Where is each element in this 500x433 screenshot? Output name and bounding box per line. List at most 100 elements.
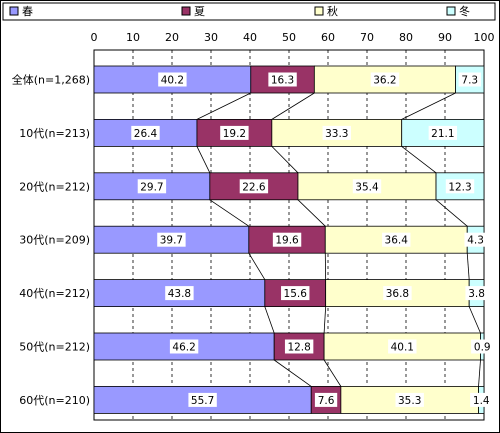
series-line-0-0 — [196, 92, 251, 120]
data-label-bg-2-3 — [445, 179, 475, 194]
bar-1-0 — [93, 119, 198, 147]
data-label-bg-3-0 — [157, 232, 186, 247]
data-label-3-2: 36.4 — [385, 235, 409, 247]
series-line-1-0 — [196, 146, 211, 173]
x-tick-label-4: 40 — [243, 31, 257, 44]
series-line-2-2 — [435, 199, 468, 227]
data-label-0-1: 16.3 — [271, 75, 294, 87]
data-label-bg-5-0 — [169, 339, 199, 354]
data-label-5-0: 46.2 — [172, 342, 195, 354]
legend-swatch-2 — [314, 6, 324, 16]
category-label-3: 30代(n=209) — [19, 234, 90, 247]
data-label-bg-6-0 — [188, 392, 217, 407]
series-line-2-0 — [209, 199, 250, 227]
legend-label-1: 夏 — [194, 5, 205, 18]
data-label-2-2: 35.4 — [355, 181, 379, 193]
data-label-bg-4-1 — [281, 286, 310, 301]
x-tick-label-3: 30 — [204, 31, 218, 44]
x-tick-label-9: 90 — [438, 31, 452, 44]
data-label-2-0: 29.7 — [140, 181, 163, 193]
data-label-bg-3-2 — [382, 232, 411, 247]
series-line-3-0 — [248, 252, 266, 280]
series-line-4-1 — [323, 306, 327, 334]
series-line-0-2 — [401, 92, 456, 120]
data-label-5-2: 40.1 — [391, 342, 414, 354]
data-label-6-1: 7.6 — [318, 395, 335, 407]
series-line-5-0 — [273, 359, 312, 387]
data-label-6-2: 35.3 — [398, 395, 421, 407]
data-label-bg-5-3 — [471, 339, 494, 354]
data-label-bg-6-1 — [314, 392, 338, 407]
data-label-1-0: 26.4 — [134, 128, 158, 140]
series-line-5-1 — [323, 359, 342, 387]
data-label-bg-1-3 — [428, 125, 458, 140]
data-label-6-0: 55.7 — [191, 395, 214, 407]
x-tick-label-0: 0 — [91, 31, 98, 44]
data-label-1-3: 21.1 — [431, 128, 454, 140]
legend-swatch-3 — [446, 6, 456, 16]
data-label-bg-0-2 — [370, 72, 400, 87]
series-line-2-1 — [297, 199, 326, 227]
data-label-bg-5-2 — [388, 339, 417, 354]
data-label-1-1: 19.2 — [223, 128, 246, 140]
data-label-0-2: 36.2 — [373, 75, 396, 87]
category-label-5: 50代(n=212) — [19, 341, 90, 354]
x-tick-label-8: 80 — [399, 31, 413, 44]
series-line-3-2 — [466, 253, 470, 280]
series-line-4-0 — [264, 306, 275, 334]
legend-box — [2, 2, 496, 21]
category-label-1: 10代(n=213) — [19, 127, 90, 140]
data-label-6-3: 1.4 — [473, 395, 490, 407]
x-tick-label-6: 60 — [321, 31, 335, 44]
legend-label-0: 春 — [22, 5, 33, 18]
series-line-4-2 — [468, 306, 481, 334]
x-tick-label-2: 20 — [165, 31, 179, 44]
bar-5-1 — [273, 332, 325, 361]
data-label-0-0: 40.2 — [161, 75, 184, 87]
data-label-1-2: 33.3 — [325, 128, 348, 140]
legend-swatch-1 — [181, 6, 191, 16]
data-label-bg-2-1 — [239, 179, 269, 194]
data-label-4-1: 15.6 — [284, 288, 308, 300]
series-line-1-2 — [401, 146, 437, 174]
legend-swatch-0 — [9, 6, 19, 16]
data-label-2-3: 12.3 — [448, 181, 471, 193]
data-label-bg-4-2 — [383, 286, 412, 301]
data-label-4-3: 3.8 — [468, 288, 485, 300]
data-label-5-1: 12.8 — [287, 342, 310, 354]
data-label-bg-1-0 — [131, 125, 160, 140]
data-label-bg-1-1 — [220, 125, 249, 140]
data-label-4-2: 36.8 — [386, 288, 409, 300]
data-label-bg-6-2 — [395, 392, 424, 407]
category-label-0: 全体(n=1,268) — [12, 73, 90, 87]
data-label-bg-3-1 — [272, 232, 302, 247]
x-tick-label-5: 50 — [282, 31, 296, 44]
series-line-1-1 — [271, 146, 299, 174]
data-label-4-0: 43.8 — [168, 288, 191, 300]
data-label-bg-0-0 — [158, 72, 187, 87]
data-label-bg-2-2 — [352, 179, 382, 194]
x-tick-label-10: 100 — [474, 31, 495, 44]
data-label-bg-0-1 — [268, 72, 297, 87]
category-label-4: 40代(n=212) — [19, 287, 90, 300]
legend-label-2: 秋 — [327, 4, 338, 18]
x-tick-label-7: 70 — [360, 31, 374, 44]
data-label-bg-6-3 — [470, 392, 493, 407]
data-label-bg-3-3 — [464, 232, 487, 247]
x-tick-label-1: 10 — [126, 31, 140, 44]
legend-label-3: 冬 — [459, 4, 470, 18]
category-label-2: 20代(n=212) — [19, 180, 90, 193]
data-label-0-3: 7.3 — [461, 75, 478, 87]
data-label-2-1: 22.6 — [242, 181, 266, 193]
bar-0-2 — [313, 65, 456, 94]
data-label-3-3: 4.3 — [467, 235, 484, 247]
data-label-bg-2-0 — [137, 179, 167, 194]
data-label-bg-4-0 — [165, 286, 194, 301]
data-label-3-0: 39.7 — [160, 235, 183, 247]
data-label-bg-5-1 — [284, 339, 314, 354]
data-label-3-1: 19.6 — [275, 235, 299, 247]
series-line-0-1 — [271, 92, 315, 120]
data-label-bg-1-2 — [322, 125, 351, 140]
data-label-5-3: 0.9 — [474, 342, 491, 354]
